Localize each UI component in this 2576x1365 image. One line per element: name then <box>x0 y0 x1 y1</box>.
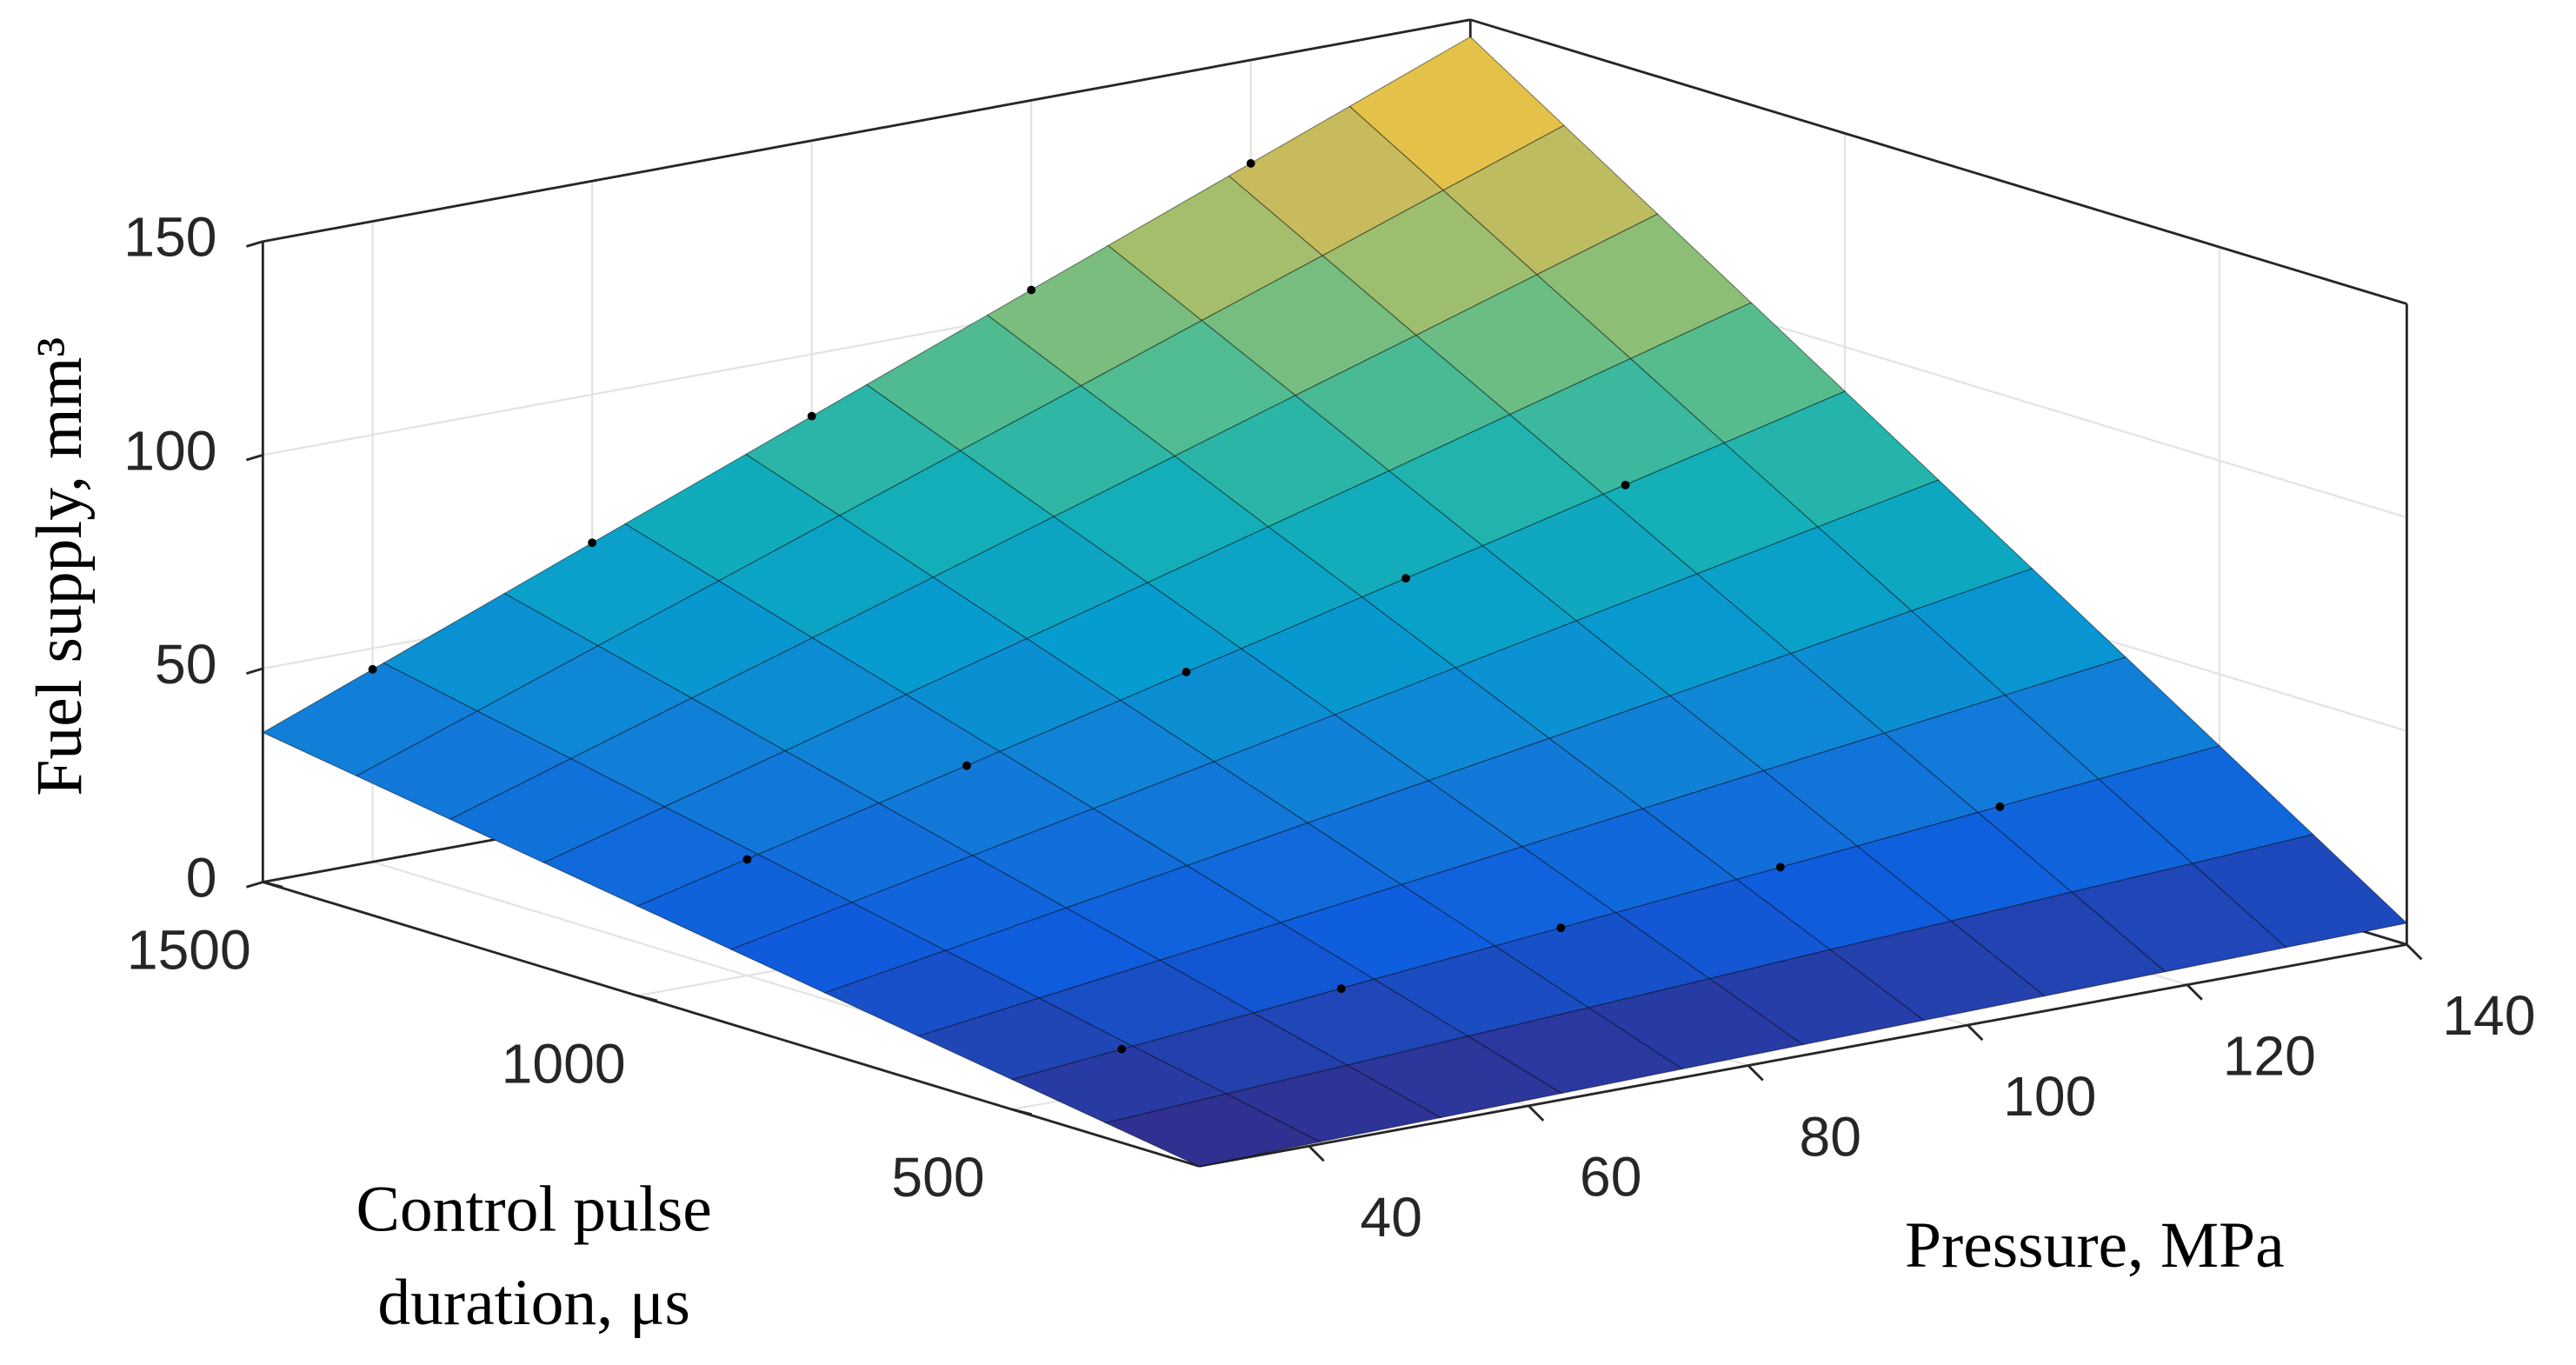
z-tick-label: 50 <box>155 633 216 696</box>
x-tick-label: 120 <box>2223 1025 2316 1088</box>
x-tick-label: 140 <box>2442 984 2535 1047</box>
axis-edge <box>262 881 1200 1168</box>
data-point <box>807 411 816 421</box>
surface-cell <box>503 523 720 647</box>
x-axis-label: Pressure, MPa <box>1905 1209 2285 1282</box>
z-tick <box>246 453 263 462</box>
z-tick <box>246 881 263 889</box>
data-point <box>588 538 597 548</box>
x-tick <box>1747 1064 1764 1082</box>
data-point <box>1556 923 1566 933</box>
data-point <box>1027 285 1036 295</box>
data-point <box>1336 984 1346 994</box>
surface-cell <box>1104 1093 1322 1167</box>
surface-cell <box>1856 811 2073 922</box>
axis-edge <box>1469 18 2407 305</box>
data-point <box>1401 574 1410 583</box>
z-tick <box>246 667 263 675</box>
surface-cell <box>1614 878 1832 980</box>
data-point <box>1995 802 2005 811</box>
x-tick-label: 60 <box>1580 1146 1641 1209</box>
data-point <box>1246 159 1255 168</box>
surface-cell <box>1466 1007 1684 1095</box>
y-axis-label: Control pulse <box>356 1173 711 1245</box>
surface-cell <box>355 710 572 821</box>
y-tick-label: 500 <box>891 1146 984 1209</box>
x-tick <box>1308 1145 1325 1162</box>
y-tick <box>1011 1108 1033 1116</box>
data-points <box>368 159 2005 1054</box>
z-tick-label: 100 <box>123 419 216 482</box>
axis-edge <box>263 18 1471 243</box>
x-tick <box>1967 1024 1984 1042</box>
z-tick <box>246 240 263 248</box>
data-point <box>742 855 752 864</box>
data-point <box>1621 480 1630 489</box>
surface-cell <box>1707 949 1926 1046</box>
y-tick-label: 1500 <box>127 919 251 982</box>
z-tick-label: 150 <box>123 206 216 269</box>
y-tick <box>636 994 658 1002</box>
x-tick-label: 40 <box>1360 1186 1421 1248</box>
surface-cell <box>1949 891 2167 997</box>
x-tick <box>2186 983 2203 1001</box>
surface-cell <box>262 662 479 777</box>
data-point <box>368 664 377 674</box>
surface-cell <box>2004 656 2221 780</box>
surface-cell <box>1345 1035 1563 1119</box>
axis-edge <box>1199 942 2407 1168</box>
data-point <box>1775 862 1785 872</box>
y-tick-label: 1000 <box>502 1032 626 1095</box>
data-point <box>1181 668 1191 676</box>
surface-cell <box>1279 883 1496 980</box>
data-point <box>1117 1044 1127 1054</box>
x-tick <box>2406 943 2423 961</box>
x-tick <box>1528 1104 1545 1122</box>
y-axis-label: duration, μs <box>377 1267 690 1339</box>
z-axis-label: Fuel supply, mm³ <box>23 337 96 796</box>
x-tick-label: 80 <box>1800 1105 1861 1168</box>
surface-cell <box>476 645 693 760</box>
data-point <box>962 761 971 770</box>
y-tick <box>263 881 283 889</box>
x-tick-label: 100 <box>2003 1065 2096 1128</box>
ticks: 0 50 100 150 40 60 80 100 120 140 500 1000 1500 <box>123 206 2535 1248</box>
surface <box>262 36 2408 1167</box>
surface-cell <box>542 806 760 907</box>
z-tick-label: 0 <box>186 847 217 909</box>
